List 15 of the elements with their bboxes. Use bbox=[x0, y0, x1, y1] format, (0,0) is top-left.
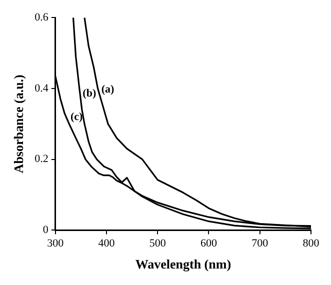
x-tick-label: 300 bbox=[47, 238, 64, 250]
x-tick-label: 600 bbox=[200, 238, 218, 250]
y-axis-title: Absorbance (a.u.) bbox=[11, 74, 26, 174]
x-tick-label: 400 bbox=[98, 238, 116, 250]
y-tick-label: 0.2 bbox=[34, 153, 48, 166]
x-tick-label: 700 bbox=[252, 238, 269, 250]
x-axis-title: Wavelength (nm) bbox=[135, 256, 232, 272]
series-label: (b) bbox=[82, 87, 96, 100]
y-tick-label: 0 bbox=[42, 224, 49, 236]
y-tick-label: 0.6 bbox=[34, 11, 49, 24]
y-tick-label: 0.4 bbox=[34, 82, 49, 94]
x-tick-label: 500 bbox=[149, 238, 166, 250]
x-tick-label: 800 bbox=[302, 238, 320, 250]
series-label: (c) bbox=[70, 111, 83, 124]
series-label: (a) bbox=[101, 83, 115, 96]
